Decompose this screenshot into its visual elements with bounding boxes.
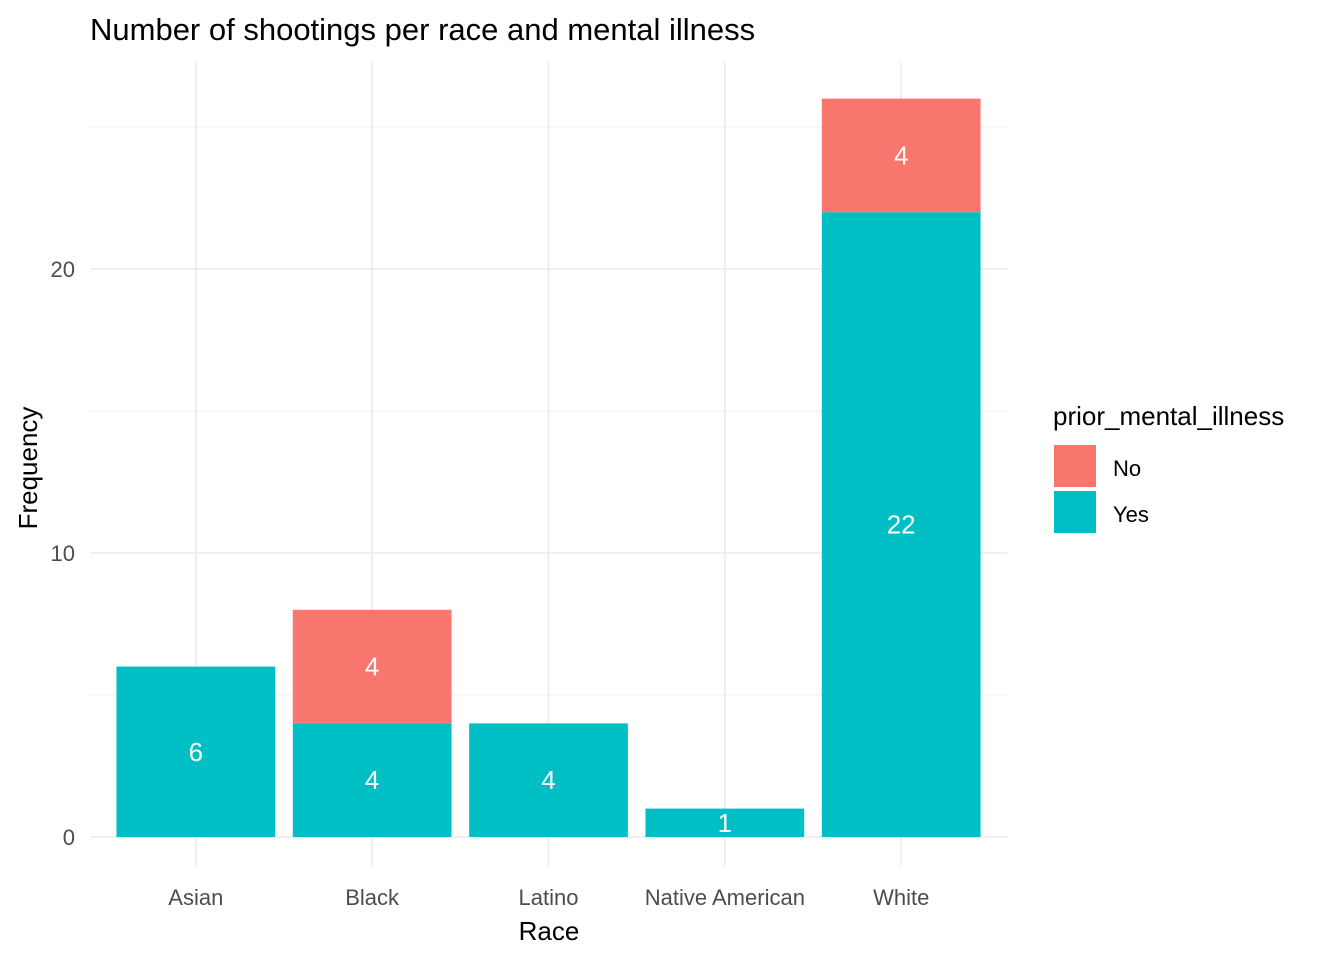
y-tick-label: 0: [63, 825, 75, 850]
bar-label: 1: [718, 808, 732, 838]
bars: [116, 98, 981, 837]
x-tick-label: Black: [345, 885, 400, 910]
legend-label-yes: Yes: [1113, 502, 1149, 527]
legend-swatch-no: [1054, 445, 1096, 487]
bar-native-american-yes: [645, 808, 805, 837]
bar-labels: 6 4 4 4 1 22 4: [189, 140, 916, 837]
bar-white-yes: [821, 212, 981, 837]
bar-white-no: [821, 98, 981, 213]
y-tick-label: 10: [51, 541, 75, 566]
y-axis-ticks: 0 10 20: [51, 257, 75, 850]
bar-label: 4: [541, 765, 555, 795]
legend-title: prior_mental_illness: [1053, 401, 1284, 431]
bar-label: 4: [894, 140, 908, 170]
bar-label: 4: [365, 765, 379, 795]
x-tick-label: White: [873, 885, 929, 910]
legend-label-no: No: [1113, 456, 1141, 481]
bar-asian-yes: [116, 666, 276, 837]
x-axis-ticks: Asian Black Latino Native American White: [168, 885, 929, 910]
bar-label: 4: [365, 652, 379, 682]
y-axis-title: Frequency: [13, 407, 43, 530]
x-axis-title: Race: [519, 916, 580, 946]
bar-black-no: [292, 609, 452, 724]
bar-label: 22: [887, 510, 916, 540]
y-tick-label: 20: [51, 257, 75, 282]
legend-swatch-yes: [1054, 491, 1096, 533]
x-tick-label: Native American: [645, 885, 805, 910]
x-tick-label: Asian: [168, 885, 223, 910]
bar-black-yes: [292, 723, 452, 837]
legend: prior_mental_illness No Yes: [1053, 401, 1284, 533]
chart-title: Number of shootings per race and mental …: [90, 12, 755, 47]
x-tick-label: Latino: [519, 885, 579, 910]
bar-label: 6: [189, 737, 203, 767]
bar-latino-yes: [469, 723, 628, 837]
